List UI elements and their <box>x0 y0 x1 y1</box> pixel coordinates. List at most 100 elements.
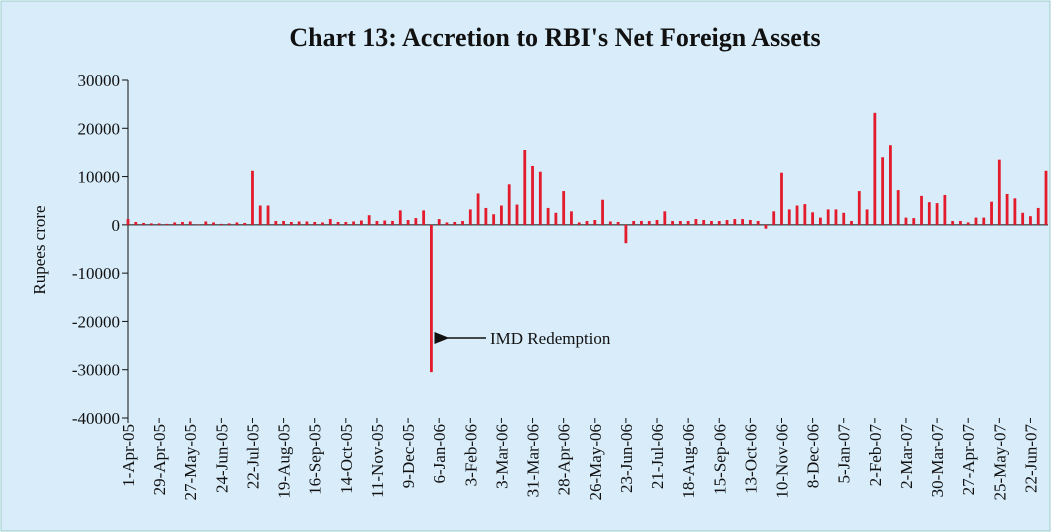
x-tick-label: 3-Mar-06 <box>492 424 511 489</box>
bar <box>297 221 301 225</box>
bar <box>1036 207 1040 225</box>
bar <box>274 220 278 225</box>
x-tick-label: 8-Dec-06 <box>804 424 823 488</box>
bar <box>445 222 449 225</box>
bar <box>1029 216 1032 225</box>
bar <box>227 223 231 225</box>
bar <box>857 191 861 225</box>
bar <box>430 224 433 373</box>
bar <box>1044 170 1048 225</box>
x-tick-label: 18-Aug-06 <box>679 424 698 499</box>
bar <box>282 220 285 225</box>
bar <box>990 201 993 225</box>
bar <box>733 219 737 225</box>
y-tick-label: 20000 <box>78 119 121 138</box>
bar <box>500 205 503 225</box>
bar <box>1005 193 1009 225</box>
bar <box>896 190 900 225</box>
bar <box>748 220 752 225</box>
y-axis-label: Rupees crore <box>30 205 49 294</box>
x-tick-label: 1-Apr-05 <box>119 424 138 487</box>
bar <box>359 220 363 225</box>
bar <box>328 219 332 225</box>
bar <box>826 209 830 225</box>
bar <box>725 220 729 225</box>
bar <box>787 209 791 225</box>
x-tick-label: 16-Sep-05 <box>306 424 325 495</box>
bar <box>632 220 636 225</box>
y-tick-label: 10000 <box>78 168 121 187</box>
bar <box>873 112 877 225</box>
bar <box>912 218 916 225</box>
bar <box>437 219 441 225</box>
x-tick-label: 14-Oct-05 <box>337 424 356 494</box>
x-tick-label: 27-May-05 <box>181 424 200 500</box>
bar <box>616 221 620 225</box>
y-tick-label: 30000 <box>78 71 121 90</box>
bar <box>515 204 519 225</box>
bar <box>538 171 542 225</box>
bar <box>1013 198 1017 225</box>
bar <box>251 170 254 225</box>
bar <box>694 219 698 225</box>
bar <box>344 221 348 225</box>
bar <box>352 221 356 225</box>
bar <box>507 184 511 225</box>
bar <box>321 222 324 225</box>
bar <box>149 223 153 225</box>
bar <box>126 219 130 225</box>
y-tick-label: 0 <box>112 216 121 235</box>
y-tick-label: -30000 <box>72 361 120 380</box>
bar <box>468 209 472 225</box>
bar <box>313 221 317 225</box>
bar <box>655 220 659 225</box>
bar <box>842 212 846 225</box>
x-tick-label: 3-Feb-06 <box>461 424 480 486</box>
x-tick-label: 22-Jul-05 <box>243 424 262 489</box>
bar <box>741 219 744 225</box>
x-tick-label: 23-Jun-06 <box>617 424 636 493</box>
bar <box>554 212 558 225</box>
bar <box>531 165 534 225</box>
bar <box>982 217 986 225</box>
x-tick-label: 31-Mar-06 <box>524 424 543 497</box>
bar <box>243 222 247 225</box>
bar <box>966 222 970 225</box>
bar <box>640 220 643 225</box>
bar <box>258 205 262 225</box>
x-tick-label: 2-Mar-07 <box>897 424 916 489</box>
x-tick-label: 11-Nov-05 <box>368 424 387 498</box>
bar <box>935 203 939 225</box>
bar <box>717 220 721 225</box>
bar <box>974 217 978 225</box>
bar <box>173 222 177 225</box>
bar <box>414 218 418 225</box>
bar <box>492 214 496 225</box>
bar <box>546 207 550 225</box>
bar <box>881 157 885 225</box>
bar <box>484 207 488 225</box>
bar <box>165 223 169 225</box>
x-tick-label: 26-May-06 <box>586 424 605 500</box>
bar <box>647 220 651 225</box>
bar <box>756 220 760 225</box>
bar <box>235 222 239 225</box>
bar <box>811 212 815 225</box>
bar <box>289 221 293 225</box>
bar <box>663 211 667 225</box>
bar <box>710 220 713 225</box>
bar <box>678 220 682 225</box>
bar <box>585 220 589 225</box>
bar <box>601 199 604 225</box>
bar <box>671 220 674 225</box>
bar <box>850 220 853 225</box>
bar <box>391 220 394 225</box>
annotation: IMD Redemption <box>490 329 611 348</box>
bar <box>920 195 923 225</box>
y-tick-label: -20000 <box>72 312 120 331</box>
bar <box>818 217 822 225</box>
bar <box>959 220 962 225</box>
bar <box>624 224 628 244</box>
